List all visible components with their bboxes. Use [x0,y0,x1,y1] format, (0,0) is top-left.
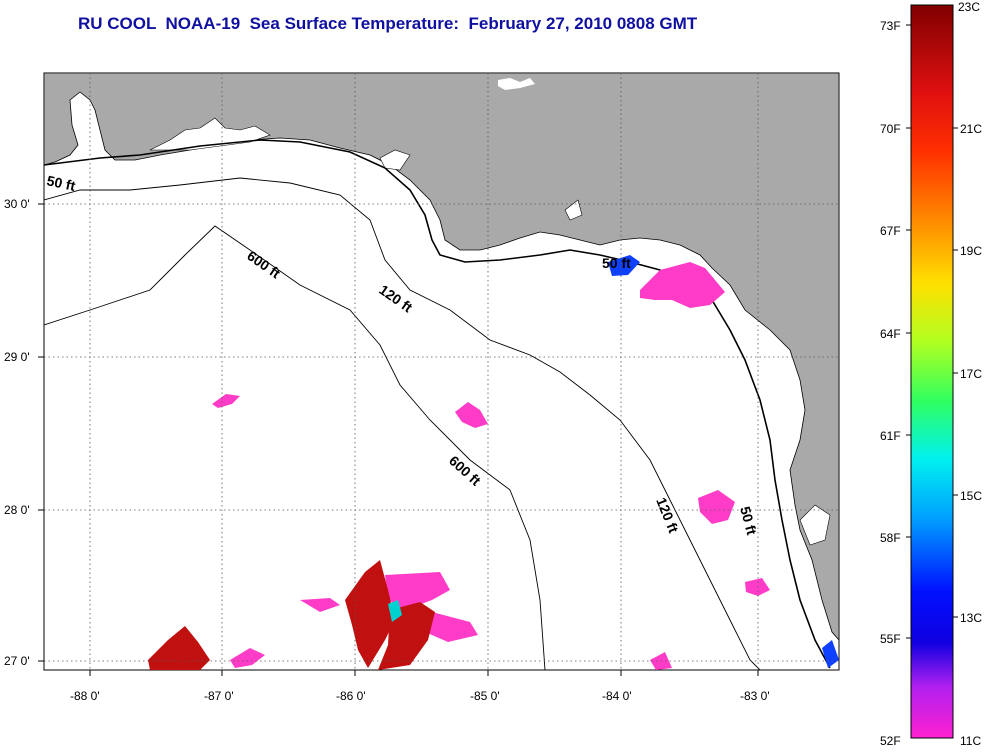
lat-label: 28 0' [4,503,30,517]
colorbar [910,4,954,739]
colorbar-c-label: 23C [958,0,980,14]
bay-shape-3 [564,199,583,221]
land-mass [44,73,839,641]
colorbar-c-label: 15C [960,489,982,503]
colorbar-c-label: 21C [960,122,982,136]
lon-label: -83 0' [740,689,770,703]
blue-water-patches [388,255,839,668]
contour-600ft [44,225,546,670]
colorbar-c-label: 19C [960,244,982,258]
contour-label-50ft-southeast: 50 ft [737,505,760,537]
lake-shape [498,78,535,90]
colorbar-c-label: 11C [960,734,981,748]
contour-120ft [44,177,761,670]
bay-shape-2 [379,149,411,171]
contour-50ft [44,139,831,669]
lon-label: -88 0' [70,689,100,703]
contour-label-50ft-west: 50 ft [45,172,77,194]
map-title: RU COOL NOAA-19 Sea Surface Temperature:… [78,14,698,33]
graticule [44,73,839,670]
axis-ticks [38,203,759,676]
colorbar-f-label: 61F [880,429,901,443]
colorbar-f-label: 52F [880,734,901,748]
colorbar-f-label: 73F [880,19,901,33]
lon-label: -87 0' [204,689,234,703]
lat-label: 29 0' [4,350,30,364]
colorbar-f-label: 67F [880,224,901,238]
lon-label: -85 0' [470,689,500,703]
lon-label: -86 0' [336,689,366,703]
cold-water-patches [212,262,770,670]
colorbar-c-label: 13C [960,611,982,625]
colorbar-f-label: 58F [880,531,901,545]
bay-shape-4 [799,504,831,546]
colorbar-c-label: 17C [960,367,982,381]
lat-label: 27 0' [4,654,30,668]
lon-label: -84 0' [602,689,632,703]
colorbar-f-label: 70F [880,122,901,136]
colorbar-f-label: 64F [880,327,901,341]
colorbar-ticks [906,24,958,639]
lat-label: 30 0' [4,197,30,211]
contour-label-50ft-east: 50 ft [602,255,631,271]
colorbar-f-label: 55F [880,632,901,646]
